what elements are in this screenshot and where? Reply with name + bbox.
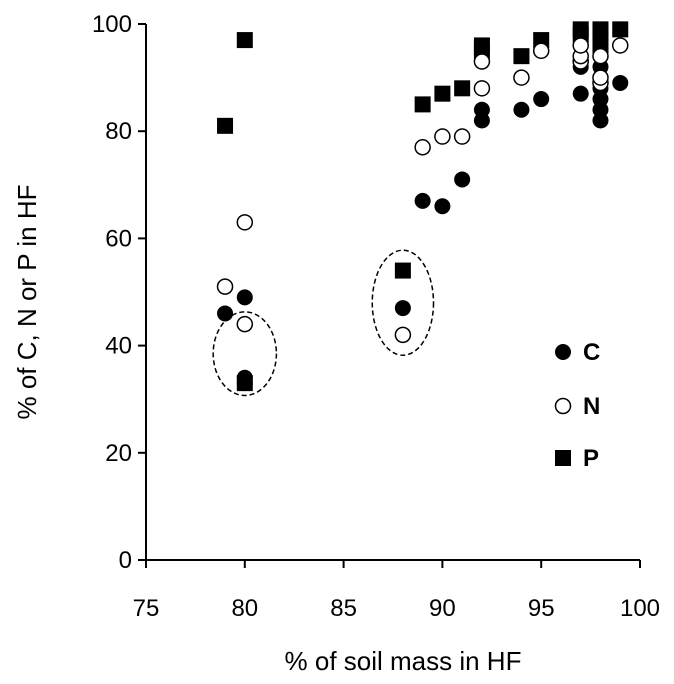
data-point-p [473, 37, 490, 54]
dashed-ellipse-annotation [371, 249, 435, 356]
annotations [212, 249, 435, 397]
data-point-c [533, 91, 550, 108]
y-tick-label: 0 [119, 547, 132, 574]
x-axis-title: % of soil mass in HF [285, 646, 522, 676]
data-point-n [434, 128, 451, 145]
y-axis-title: % of C, N or P in HF [12, 184, 42, 419]
y-tick-label: 100 [92, 11, 132, 38]
data-point-p [414, 96, 431, 113]
legend: CNP [554, 339, 600, 472]
data-point-p [217, 117, 234, 134]
data-point-n [414, 139, 431, 156]
data-point-p [513, 48, 530, 65]
legend-label-c: C [583, 339, 600, 366]
data-point-n [394, 326, 412, 344]
y-tick-label: 40 [105, 333, 132, 360]
legend-item-p: P [555, 445, 599, 472]
legend-item-c: C [555, 339, 600, 366]
data-point-n [453, 128, 471, 145]
data-point-n [473, 80, 491, 97]
data-point-n [532, 42, 550, 60]
data-point-p [572, 21, 589, 38]
x-tick-label: 95 [528, 595, 555, 622]
x-tick-label: 85 [330, 595, 357, 622]
data-point-n [473, 53, 491, 70]
data-point-c [572, 85, 589, 102]
data-point-c [513, 101, 530, 118]
legend-marker-c [555, 344, 571, 360]
data-point-c [612, 74, 629, 91]
data-point-p [592, 21, 609, 38]
data-point-n [513, 69, 530, 86]
data-point-c [434, 198, 451, 215]
data-point-p [394, 262, 411, 279]
x-tick-label: 100 [620, 595, 660, 622]
data-point-n [572, 37, 589, 54]
legend-label-p: P [583, 445, 599, 472]
data-point-c [236, 289, 253, 306]
data-point-n [236, 214, 254, 231]
data-point-c [454, 171, 471, 188]
data-point-p [454, 80, 471, 97]
legend-marker-p [555, 450, 571, 466]
x-tick-label: 90 [429, 595, 456, 622]
data-point-p [434, 85, 451, 102]
y-tick-label: 80 [105, 118, 132, 145]
axes: 0 20 40 60 80 100 75 80 85 90 95 100 [92, 11, 660, 622]
data-point-n [592, 69, 609, 86]
data-point-n [216, 278, 234, 295]
x-tick-label: 75 [133, 595, 160, 622]
data-point-p [236, 32, 253, 49]
legend-item-n: N [554, 393, 600, 420]
y-tick-label: 20 [105, 440, 132, 467]
x-tick-label: 80 [231, 595, 258, 622]
data-point-c [414, 192, 431, 209]
data-point-c [217, 305, 234, 322]
data-point-p [612, 21, 629, 38]
data-point-c [473, 101, 490, 118]
data-point-n [236, 315, 254, 333]
data-point-c [394, 300, 411, 317]
legend-marker-n [554, 397, 572, 415]
data-point-n [611, 37, 629, 54]
legend-label-n: N [583, 393, 600, 420]
data-marks [216, 21, 629, 392]
data-point-c [236, 375, 253, 392]
dashed-ellipse-annotation [212, 311, 278, 397]
data-point-n [592, 47, 609, 65]
y-tick-label: 60 [105, 225, 132, 252]
